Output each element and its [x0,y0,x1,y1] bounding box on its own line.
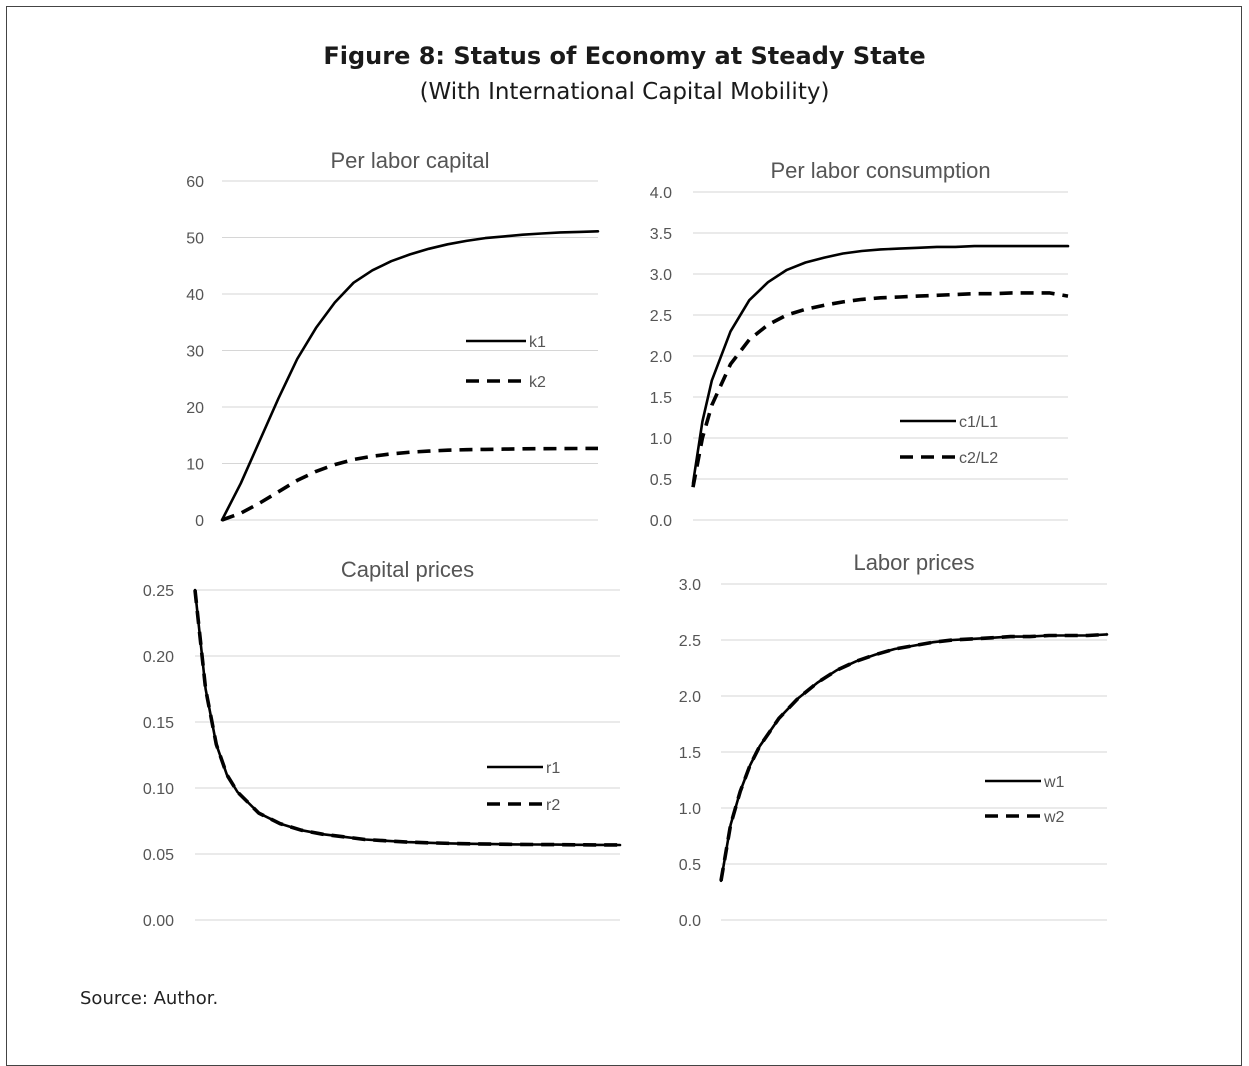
y-tick-label: 4.0 [650,185,672,202]
y-tick-label: 0.10 [143,781,174,798]
panel-title: Capital prices [341,557,474,582]
panel-title: Per labor capital [331,148,490,173]
y-tick-label: 2.0 [679,689,701,706]
y-tick-label: 40 [186,287,204,304]
panel-title: Labor prices [853,550,974,575]
y-tick-label: 3.0 [650,267,672,284]
series-line-c2-l2 [691,291,1069,488]
y-tick-label: 2.0 [650,349,672,366]
y-tick-label: 50 [186,231,204,248]
legend-label-k1: k1 [529,334,546,351]
y-tick-label: 0 [195,513,204,530]
y-tick-label: 0.20 [143,649,174,666]
y-tick-label: 1.0 [650,431,672,448]
panel-title: Per labor consumption [770,158,990,183]
figure-subtitle: (With International Capital Mobility) [419,79,830,105]
y-tick-label: 0.25 [143,583,174,600]
series-line-r2 [193,589,621,847]
series-line-k1 [220,230,600,522]
legend-label-k2: k2 [529,374,546,391]
y-tick-label: 1.5 [650,390,672,407]
panel-capital-prices: 0.00 0.05 0.10 0.15 0.20 0.25 Capital prices r1… [143,557,622,930]
y-tick-label: 0.15 [143,715,174,732]
source-note: Source: Author. [80,988,219,1009]
y-tick-label: 0.05 [143,847,174,864]
y-tick-label: 0.5 [650,472,672,489]
legend-label-r1: r1 [546,760,560,777]
series-line-w2 [719,632,1108,882]
panel-labor-prices: 0.0 0.5 1.0 1.5 2.0 2.5 3.0 Labor prices w1 w2 [679,550,1109,930]
y-tick-label: 0.5 [679,857,701,874]
y-tick-label: 20 [186,400,204,417]
y-tick-label: 0.0 [650,513,672,530]
y-tick-label: 3.0 [679,577,701,594]
y-tick-label: 30 [186,344,204,361]
y-tick-label: 2.5 [679,633,701,650]
figure-title: Figure 8: Status of Economy at Steady St… [323,42,926,70]
legend-label-c2-l2: c2/L2 [959,450,998,467]
y-tick-label: 0.0 [679,913,701,930]
legend-label-c1-l1: c1/L1 [959,414,998,431]
legend-label-w2: w2 [1043,809,1065,826]
legend-label-w1: w1 [1043,774,1065,791]
panel-per-labor-consumption: 0.0 0.5 1.0 1.5 2.0 2.5 3.0 3.5 4.0 Per labor con… [650,158,1070,530]
y-tick-label: 1.5 [679,745,701,762]
y-tick-label: 3.5 [650,226,672,243]
legend-label-r2: r2 [546,797,560,814]
y-tick-label: 10 [186,457,204,474]
y-tick-label: 0.00 [143,913,174,930]
panel-per-labor-capital: 0 10 20 30 40 50 60 Per labor capital k1 k2 [186,148,600,530]
y-tick-label: 1.0 [679,801,701,818]
series-line-k2 [221,446,599,522]
y-tick-label: 60 [186,174,204,191]
y-tick-label: 2.5 [650,308,672,325]
series-line-c1-l1 [691,244,1070,485]
series-line-w1 [719,633,1109,883]
